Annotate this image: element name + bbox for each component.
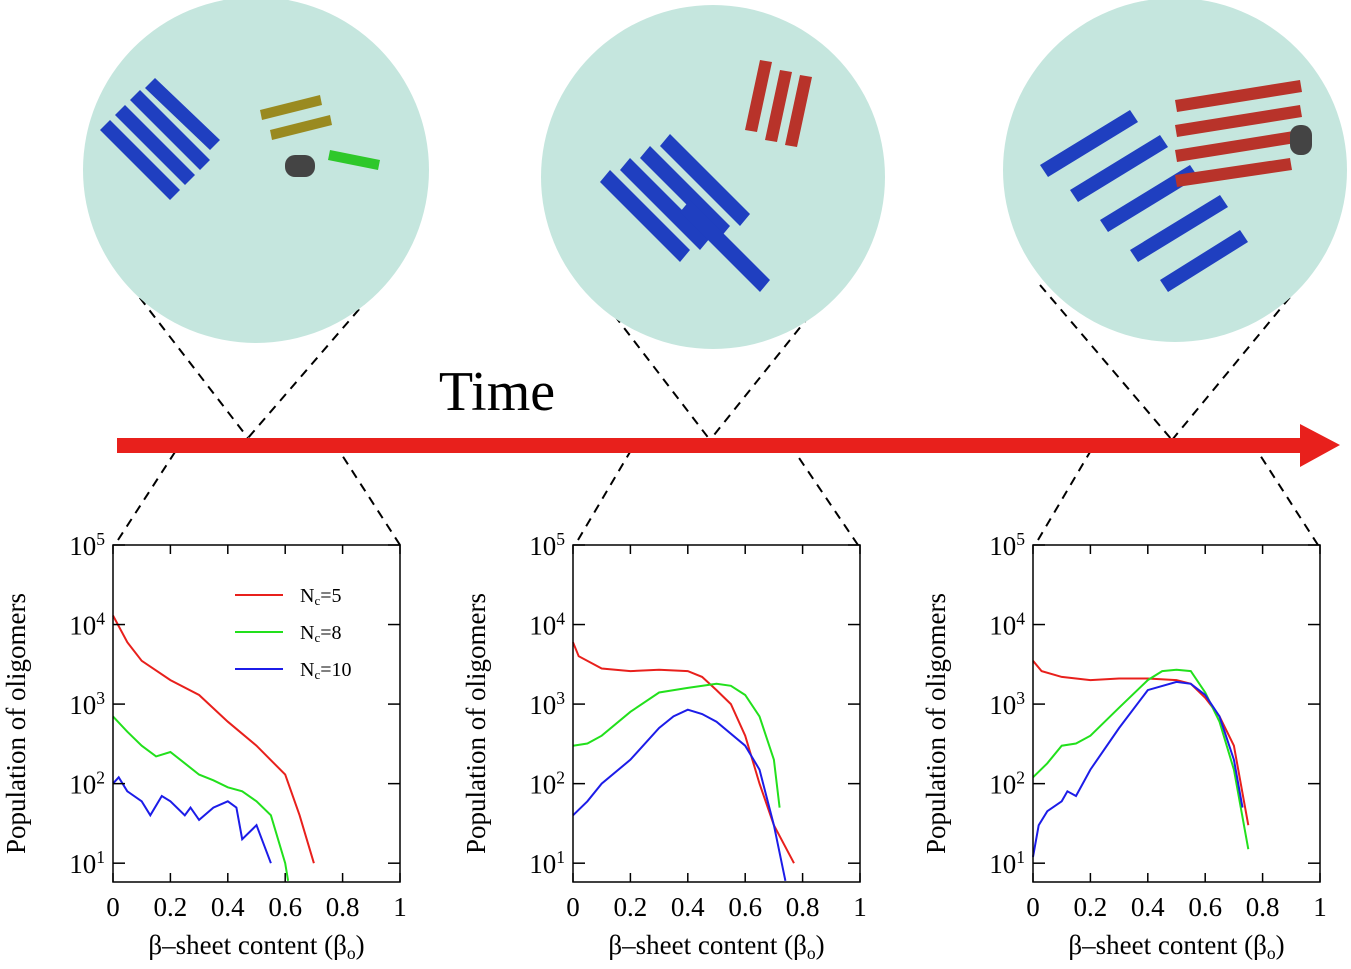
data-line: [572, 682, 781, 808]
y-tick-label: 104: [989, 609, 1025, 641]
data-line: [112, 715, 290, 881]
x-tick-label: 0.6: [1188, 892, 1222, 922]
x-tick-label: 1: [393, 892, 407, 922]
x-tick-label: 0: [106, 892, 120, 922]
time-arrow: Time: [117, 361, 1340, 467]
x-tick-label: 0.2: [614, 892, 648, 922]
y-tick-label: 105: [989, 529, 1025, 561]
chart: 0 0.2 0.4 0.6 0.8 1 101 102 103 104 105 β–sheet con…: [461, 529, 867, 962]
chart: 0 0.2 0.4 0.6 0.8 1 101 102 103 104 105 β–sheet con…: [921, 529, 1327, 962]
x-tick-label: 0.8: [786, 892, 820, 922]
legend-label: Nc=10: [300, 659, 352, 682]
plot-frame: [112, 544, 401, 883]
x-tick-label: 0.4: [1131, 892, 1165, 922]
data-line: [572, 708, 787, 882]
x-tick-label: 0: [566, 892, 580, 922]
x-tick-label: 1: [1313, 892, 1327, 922]
data-line: [572, 641, 795, 864]
x-tick-label: 0.2: [154, 892, 188, 922]
plot-frame: [572, 544, 861, 883]
x-tick-label: 1: [853, 892, 867, 922]
data-line: [1032, 660, 1250, 826]
x-tick-label: 0: [1026, 892, 1040, 922]
chart: 0 0.2 0.4 0.6 0.8 1 101 102 103 104 105 β–sheet con…: [1, 529, 407, 962]
y-tick-label: 102: [529, 768, 565, 800]
x-tick-label: 0.6: [268, 892, 302, 922]
time-label: Time: [439, 361, 555, 423]
x-tick-label: 0.4: [671, 892, 705, 922]
x-tick-label: 0.4: [211, 892, 245, 922]
y-tick-label: 103: [69, 688, 105, 720]
x-tick-label: 0.8: [326, 892, 360, 922]
y-tick-label: 102: [69, 768, 105, 800]
y-axis-label: Population of oligomers: [921, 593, 951, 854]
legend-label: Nc=5: [300, 585, 342, 608]
x-axis-label: β–sheet content (βo): [1068, 930, 1284, 963]
y-axis-label: Population of oligomers: [1, 593, 31, 854]
y-tick-label: 103: [989, 688, 1025, 720]
x-axis-label: β–sheet content (βo): [608, 930, 824, 963]
data-line: [1032, 668, 1250, 850]
y-tick-label: 102: [989, 768, 1025, 800]
data-line: [1032, 680, 1244, 858]
x-tick-label: 0.8: [1246, 892, 1280, 922]
data-line: [112, 775, 272, 864]
y-tick-label: 105: [529, 529, 565, 561]
plot-frame: [1032, 544, 1321, 883]
y-tick-label: 104: [69, 609, 105, 641]
y-tick-label: 101: [529, 847, 565, 879]
y-tick-label: 101: [69, 847, 105, 879]
data-line: [112, 615, 315, 864]
legend-label: Nc=8: [300, 622, 342, 645]
y-tick-label: 101: [989, 847, 1025, 879]
circles: [83, 0, 1347, 349]
y-tick-label: 104: [529, 609, 565, 641]
y-tick-label: 105: [69, 529, 105, 561]
y-axis-label: Population of oligomers: [461, 593, 491, 854]
x-tick-label: 0.2: [1074, 892, 1108, 922]
x-axis-label: β–sheet content (βo): [148, 930, 364, 963]
x-tick-label: 0.6: [728, 892, 762, 922]
y-tick-label: 103: [529, 688, 565, 720]
